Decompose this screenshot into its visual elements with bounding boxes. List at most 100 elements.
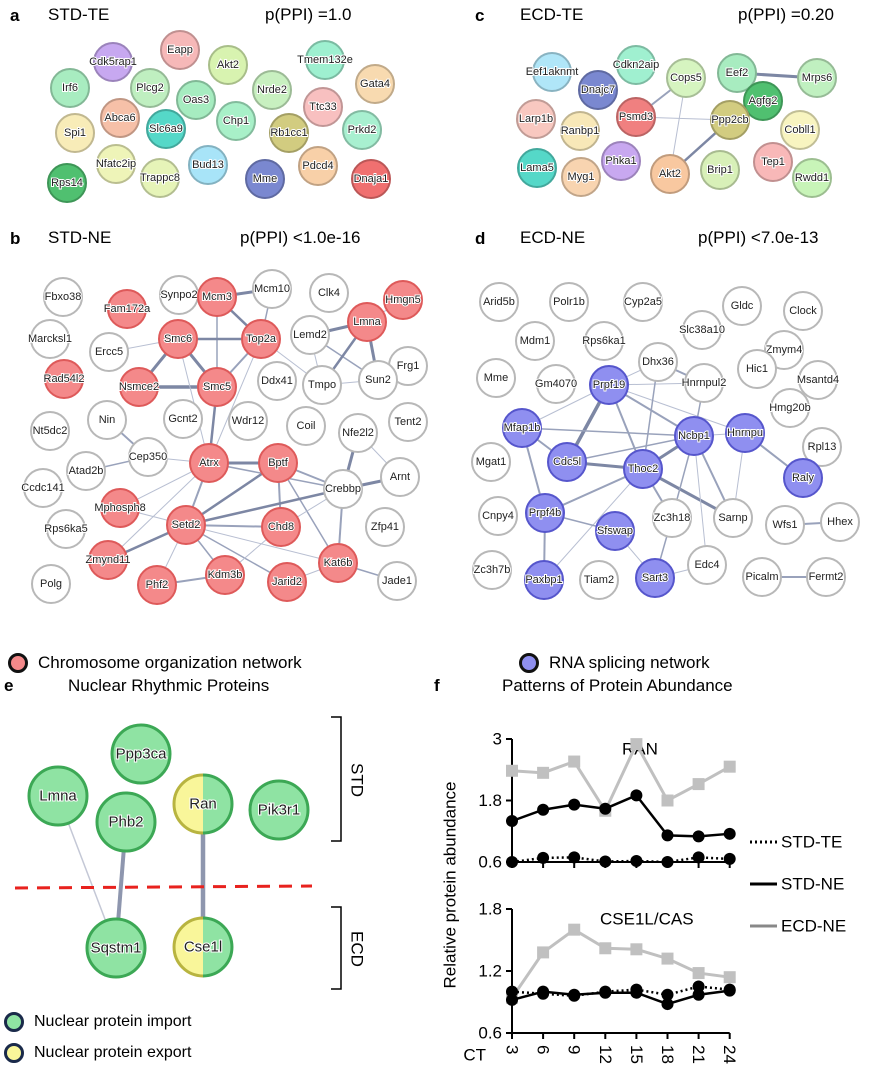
node-plcg2: Plcg2 — [130, 68, 170, 108]
node-circle — [753, 142, 793, 182]
data-point — [599, 855, 612, 868]
node-label: Larp1b — [519, 113, 553, 125]
node-circle — [176, 80, 216, 120]
node-circle — [31, 564, 71, 604]
node-label: Zfp41 — [371, 521, 399, 533]
node-label: Agfg2 — [749, 95, 778, 107]
data-point — [506, 856, 518, 868]
data-point — [599, 802, 612, 815]
node-circle — [517, 148, 557, 188]
node-dhx36: Dhx36 — [638, 342, 678, 382]
bracket-std-label: STD — [348, 763, 367, 797]
edge-cdc5l-ncbp1 — [566, 435, 695, 463]
data-point — [661, 988, 674, 1001]
legend-label-ecd-ne: ECD-NE — [781, 917, 846, 936]
node-circle — [700, 150, 740, 190]
node-circle — [252, 269, 292, 309]
y-tick-label: 0.6 — [478, 1024, 502, 1043]
node-label: Mrps6 — [802, 72, 833, 84]
node-circle — [96, 144, 136, 184]
node-label: Irf6 — [62, 82, 78, 94]
node-circle — [305, 40, 345, 80]
node-circle — [516, 99, 556, 139]
node-circle — [737, 349, 777, 389]
node-pik3r1: Pik3r1 — [248, 779, 310, 841]
panel-pvalue-a: p(PPI) =1.0 — [265, 5, 352, 24]
node-hmgn5: Hmgn5 — [383, 280, 423, 320]
node-label: Nfe2l2 — [342, 427, 374, 439]
node-label: Rpl13 — [808, 441, 837, 453]
node-label: Gm4070 — [535, 378, 577, 390]
node-circle — [524, 560, 564, 600]
node-circle — [158, 319, 198, 359]
node-prpf4b: Prpf4b — [525, 493, 565, 533]
node-circle — [770, 388, 810, 428]
node-export-half — [174, 775, 203, 833]
node-label: Synpo2 — [160, 289, 197, 301]
node-phf2: Phf2 — [137, 565, 177, 605]
node-label: Trappc8 — [140, 172, 180, 184]
node-circle — [355, 64, 395, 104]
node-label: Cep350 — [129, 451, 168, 463]
node-circle — [713, 498, 753, 538]
node-label: Mphosph8 — [94, 502, 145, 514]
node-ranbp1: Ranbp1 — [560, 111, 600, 151]
node-circle — [479, 282, 519, 322]
node-circle — [687, 545, 727, 585]
data-point — [537, 987, 550, 1000]
node-circle — [44, 359, 84, 399]
node-label: Phka1 — [605, 155, 636, 167]
node-circle — [674, 416, 714, 456]
data-point — [692, 967, 705, 980]
chart-legend: STD-TE STD-NE ECD-NE — [750, 833, 846, 936]
legend-export-label: Nuclear protein export — [34, 1044, 192, 1061]
node-circle — [780, 110, 820, 150]
panel-label-e: e — [4, 676, 14, 695]
node-circle — [635, 558, 675, 598]
panel-pvalue-c: p(PPI) =0.20 — [738, 5, 834, 24]
node-import-half — [203, 918, 232, 976]
data-point — [661, 856, 674, 868]
node-circle — [578, 70, 618, 110]
node-label: Cdkn2aip — [613, 59, 659, 71]
node-rwdd1: Rwdd1 — [792, 158, 832, 198]
node-circle — [380, 457, 420, 497]
network-a: Cdk5rap1 Eapp Akt2 Tmem132e Irf6 Plcg2 Oas3 Nrd… — [47, 30, 395, 203]
node-label: Zmym4 — [766, 344, 803, 356]
node-label: Rps6ka1 — [582, 335, 625, 347]
x-tick-label: 18 — [658, 1045, 677, 1064]
node-tiam2: Tiam2 — [579, 560, 619, 600]
node-label: Ercc5 — [95, 346, 123, 358]
node-gcnt2: Gcnt2 — [163, 399, 203, 439]
data-point — [599, 942, 612, 955]
panel-title-e: Nuclear Rhythmic Proteins — [68, 676, 270, 695]
node-circle — [377, 561, 417, 601]
node-kat6b: Kat6b — [318, 543, 358, 583]
node-label: Prpf4b — [529, 507, 561, 519]
node-lemd2: Lemd2 — [290, 315, 330, 355]
node-mcm3: Mcm3 — [197, 277, 237, 317]
node-hic1: Hic1 — [737, 349, 777, 389]
node-label: Smc5 — [203, 381, 231, 393]
data-point — [506, 985, 518, 998]
node-label: Dhx36 — [642, 356, 674, 368]
node-mphosph8: Mphosph8 — [93, 488, 147, 528]
chart-axes-1: 1.8 1.2 0.6 CSE1L/CAS — [478, 900, 731, 1043]
node-cdkn2aip: Cdkn2aip — [612, 45, 660, 85]
node-dnaja1: Dnaja1 — [351, 159, 391, 199]
node-label: Eef2 — [726, 67, 749, 79]
node-label: Frg1 — [397, 360, 420, 372]
node-label: Pdcd4 — [302, 160, 333, 172]
data-point — [568, 798, 581, 811]
node-label: Raly — [792, 472, 815, 484]
node-label: Lemd2 — [293, 329, 327, 341]
node-smc5: Smc5 — [197, 367, 237, 407]
node-circle — [717, 53, 757, 93]
node-ncbp1: Ncbp1 — [674, 416, 714, 456]
node-prkd2: Prkd2 — [342, 110, 382, 150]
node-label: Atad2b — [69, 465, 104, 477]
node-mgat1: Mgat1 — [471, 442, 511, 482]
node-label: Nin — [99, 414, 116, 426]
node-label: Psmd3 — [619, 111, 653, 123]
